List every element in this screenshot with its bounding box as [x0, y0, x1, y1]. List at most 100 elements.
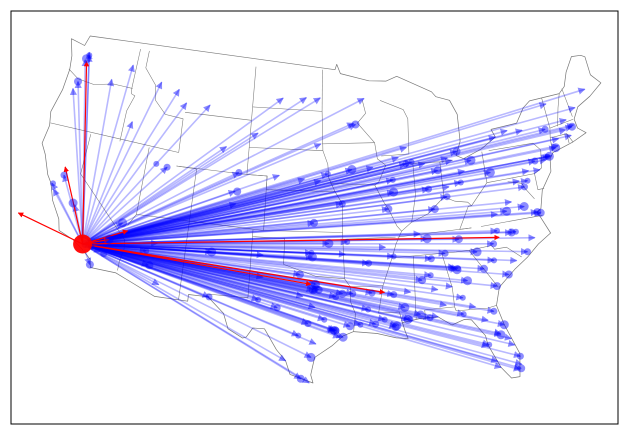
flow-arrow — [87, 145, 228, 242]
state-border — [374, 142, 387, 186]
flow-arrow — [88, 154, 549, 244]
flow-arrow — [88, 244, 319, 294]
state-border — [80, 134, 125, 271]
destination-point — [295, 332, 302, 339]
flow-arrow — [88, 153, 551, 244]
state-border — [342, 236, 396, 240]
flow-arrow — [87, 132, 259, 242]
flow-arrow — [88, 244, 362, 327]
flow-arrow — [88, 243, 458, 273]
destination-point — [390, 253, 397, 260]
destination-point — [329, 326, 338, 335]
state-border — [246, 174, 336, 192]
map-frame — [10, 10, 619, 425]
flow-arrow — [88, 186, 430, 244]
destination-point — [314, 285, 323, 294]
destination-point — [455, 265, 461, 272]
flow-arrow — [88, 243, 459, 272]
destination-point — [255, 296, 262, 303]
flow-arrow — [87, 171, 240, 243]
destination-point — [452, 265, 462, 275]
destination-point — [307, 252, 317, 262]
flow-arrow — [88, 136, 560, 244]
destination-point — [466, 155, 476, 165]
flow-arrow — [88, 244, 301, 278]
destination-point — [480, 264, 488, 273]
state-border — [557, 93, 560, 127]
state-border — [321, 142, 375, 145]
destination-point — [304, 320, 312, 328]
flow-arrow — [88, 158, 453, 244]
hub-arrow — [17, 212, 83, 245]
flow-arrow — [88, 244, 398, 328]
flow-arrow — [88, 178, 529, 244]
flow-arrow — [88, 122, 575, 244]
flow-arrow — [88, 243, 347, 258]
flow-arrow — [87, 245, 341, 339]
destination-point — [418, 276, 427, 285]
flow-arrow — [69, 87, 83, 239]
destination-point — [347, 165, 357, 174]
flow-arrow — [88, 244, 314, 292]
flow-arrow — [88, 211, 499, 245]
flow-arrow — [88, 117, 567, 244]
flow-arrow — [88, 243, 485, 272]
flow-arrow — [88, 243, 456, 271]
flow-arrow — [87, 246, 310, 384]
flow-arrow — [87, 245, 336, 334]
flow-arrow — [88, 243, 147, 254]
destination-point — [493, 282, 501, 291]
destination-point — [443, 193, 451, 201]
flow-arrow — [88, 244, 489, 349]
destination-point — [85, 260, 94, 269]
flow-arrow — [88, 157, 547, 244]
flow-arrow — [85, 88, 180, 240]
flow-arrow — [85, 102, 188, 240]
state-border — [321, 111, 356, 332]
state-border — [397, 227, 472, 238]
destination-point — [296, 374, 305, 383]
flow-arrow — [88, 244, 499, 363]
flow-arrow — [87, 245, 344, 339]
state-border — [411, 196, 445, 223]
flow-arrow — [87, 222, 124, 242]
flow-arrow — [88, 244, 344, 297]
flow-arrow — [82, 78, 115, 239]
destination-point — [507, 228, 516, 237]
destination-point — [568, 122, 576, 131]
destination-point — [86, 52, 93, 59]
state-border — [176, 165, 197, 301]
state-border — [263, 230, 343, 233]
destination-point — [430, 205, 439, 214]
flow-arrow — [88, 135, 496, 244]
destination-point — [457, 179, 464, 186]
destination-point — [502, 206, 512, 216]
flow-arrow — [88, 244, 369, 312]
flow-arrow — [86, 97, 284, 242]
destination-point — [422, 234, 432, 244]
destination-point — [454, 235, 463, 244]
state-border — [136, 214, 264, 231]
flow-arrow — [88, 244, 409, 322]
destination-point — [463, 276, 472, 286]
destination-point — [407, 316, 414, 323]
flow-arrow — [88, 244, 386, 322]
flow-arrow — [87, 143, 322, 243]
destination-point — [516, 352, 524, 360]
flow-arrow — [88, 244, 316, 310]
flow-arrow — [88, 87, 586, 243]
destination-point — [499, 320, 509, 330]
flow-arrow — [88, 243, 454, 290]
destination-point — [153, 160, 160, 167]
destination-point — [521, 183, 528, 191]
flow-arrow — [88, 155, 399, 244]
destination-point — [504, 270, 513, 279]
destination-point — [524, 248, 531, 256]
flow-arrow — [88, 243, 469, 284]
flow-arrow — [88, 244, 304, 299]
destination-point — [425, 185, 432, 193]
destination-point — [551, 143, 561, 153]
destination-point — [308, 285, 318, 295]
hub-arrow — [82, 243, 312, 287]
flow-arrow — [88, 243, 510, 278]
